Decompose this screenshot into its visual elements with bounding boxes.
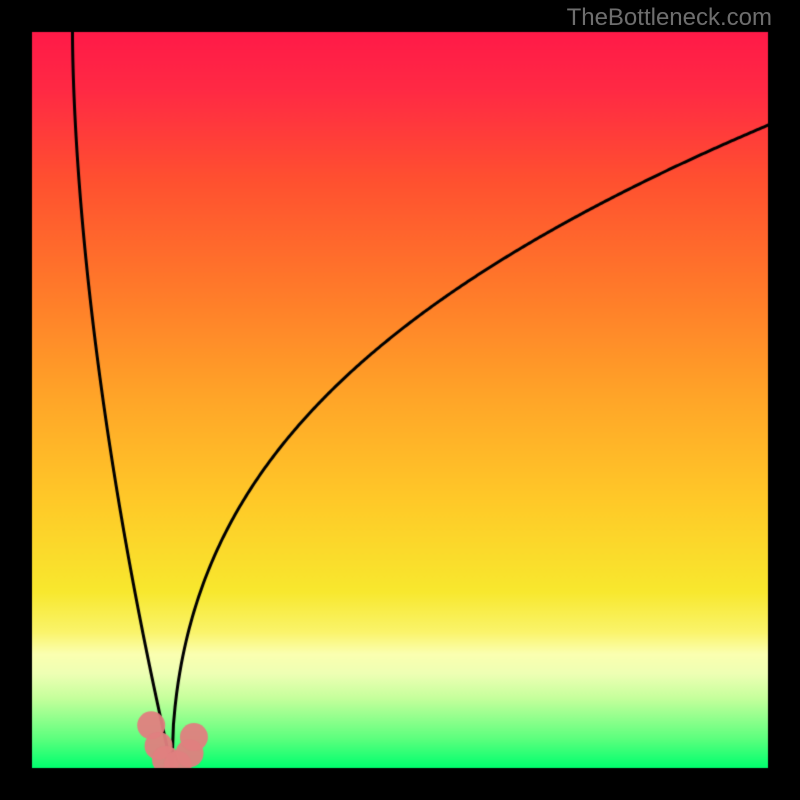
- bottleneck-chart: [0, 0, 800, 800]
- watermark-text: TheBottleneck.com: [567, 4, 772, 32]
- chart-wrapper: TheBottleneck.com: [0, 0, 800, 800]
